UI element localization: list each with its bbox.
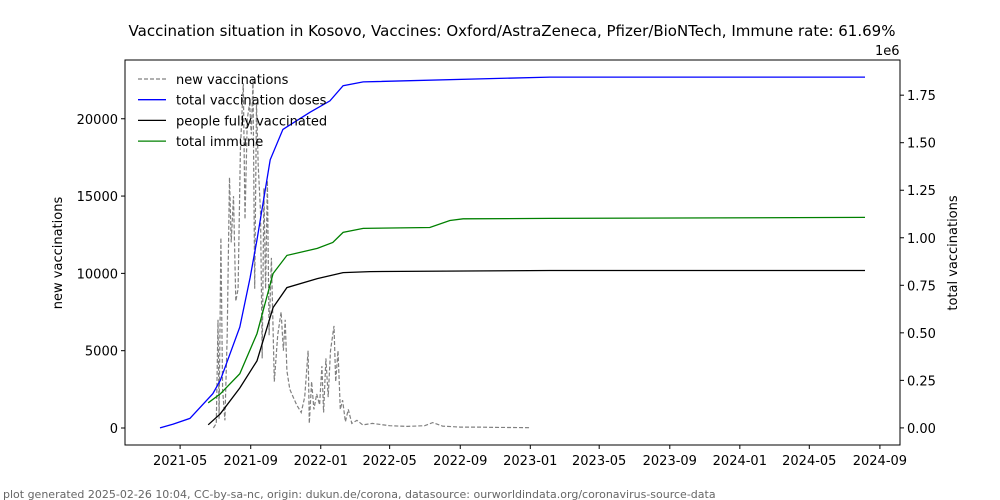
right-y-tick-label: 1.50 <box>907 137 936 152</box>
left-y-tick-label: 10000 <box>77 267 118 282</box>
right-axis-offset: 1e6 <box>875 44 900 59</box>
x-tick-label: 2021-09 <box>224 454 278 469</box>
x-tick-label: 2024-09 <box>853 454 907 469</box>
chart-title: Vaccination situation in Kosovo, Vaccine… <box>129 22 896 40</box>
series-line-total-immune <box>207 216 866 404</box>
right-y-tick-label: 1.00 <box>907 232 936 247</box>
right-y-tick-label: 1.25 <box>907 184 936 199</box>
series-line-new-vaccinations <box>212 80 531 429</box>
right-y-tick-label: 0.00 <box>907 422 936 437</box>
series-line-total-vaccination-doses <box>159 76 865 429</box>
left-y-tick-label: 0 <box>110 422 118 437</box>
series-layer <box>159 76 866 429</box>
x-tick-label: 2022-09 <box>433 454 487 469</box>
plot-frame <box>124 59 901 446</box>
left-y-tick-label: 5000 <box>85 345 118 360</box>
legend-label: people fully vaccinated <box>176 114 327 129</box>
left-axis-label: new vaccinations <box>51 197 66 310</box>
footer-credit: plot generated 2025-02-26 10:04, CC-by-s… <box>3 488 716 500</box>
x-tick-label: 2023-05 <box>572 454 626 469</box>
x-tick-label: 2024-01 <box>713 454 767 469</box>
x-tick-label: 2024-05 <box>782 454 836 469</box>
legend-label: total vaccination doses <box>176 94 327 109</box>
right-y-tick-label: 1.75 <box>907 89 936 104</box>
x-tick-label: 2022-01 <box>294 454 348 469</box>
right-y-tick-label: 0.50 <box>907 327 936 342</box>
right-y-tick-label: 0.25 <box>907 374 936 389</box>
right-y-tick-label: 0.75 <box>907 279 936 294</box>
x-tick-label: 2023-01 <box>503 454 557 469</box>
left-y-tick-label: 20000 <box>77 113 118 128</box>
x-tick-label: 2023-09 <box>643 454 697 469</box>
x-tick-label: 2021-05 <box>153 454 207 469</box>
left-y-tick-label: 15000 <box>77 190 118 205</box>
series-line-people-fully-vaccinated <box>207 269 865 426</box>
x-tick-label: 2022-05 <box>362 454 416 469</box>
legend-label: total immune <box>176 135 263 150</box>
axes-layer: 2021-05 2021-09 2022-01 2022-05 2022-09 2023-… <box>77 89 936 469</box>
legend-label: new vaccinations <box>176 73 289 88</box>
legend: new vaccinations total vaccination doses p… <box>138 73 327 150</box>
right-axis-label: total vaccinations <box>946 195 961 311</box>
